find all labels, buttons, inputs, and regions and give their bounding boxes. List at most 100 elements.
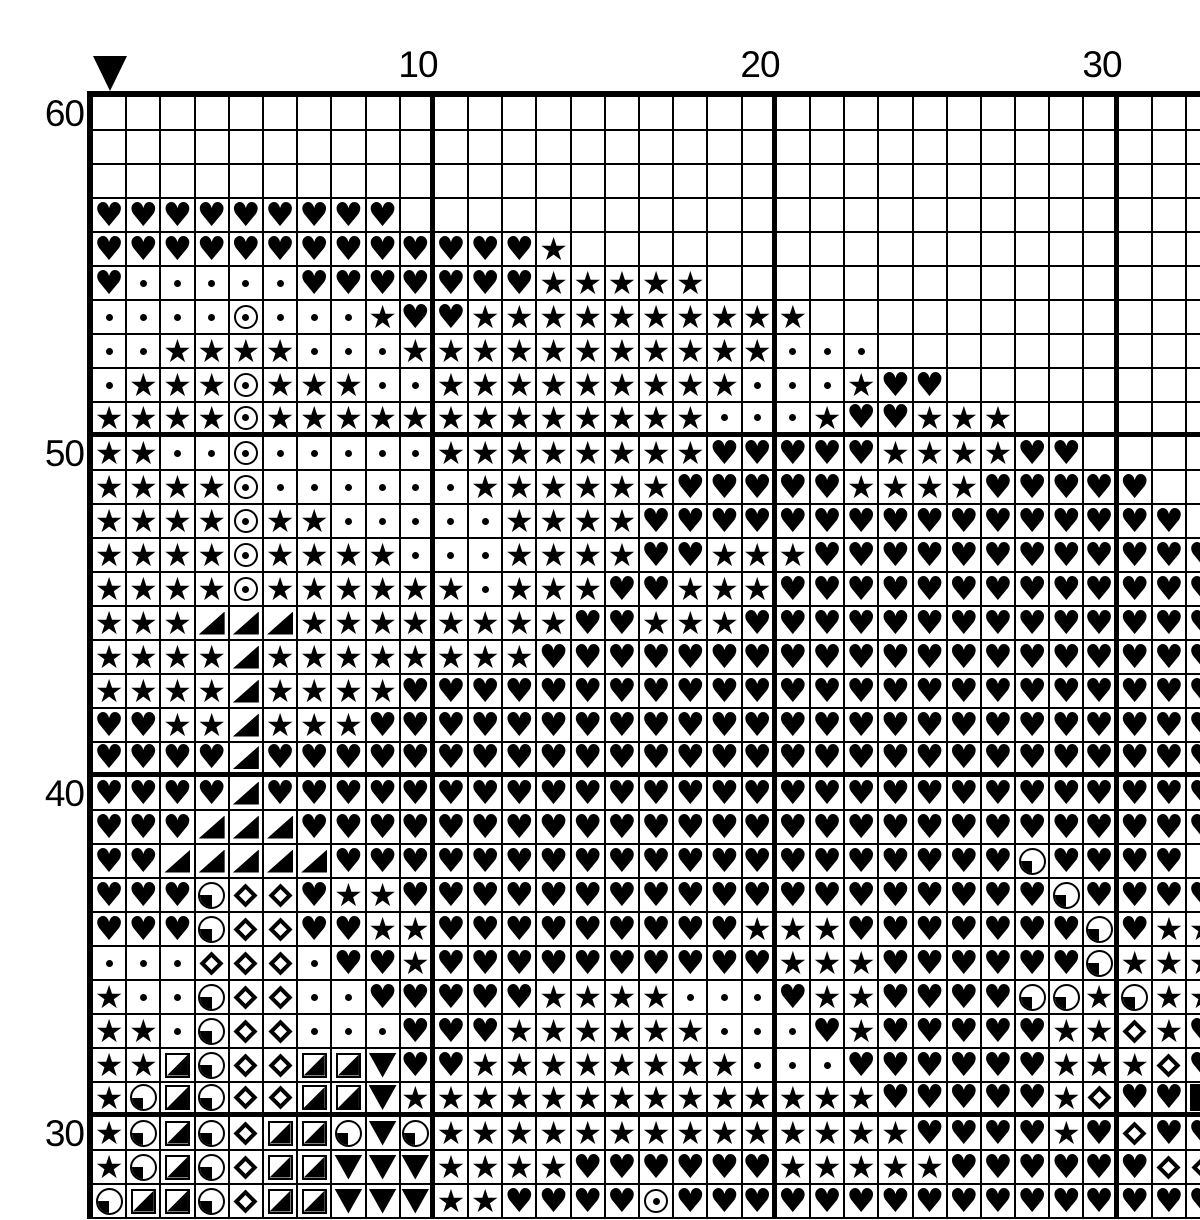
- grid-cell: ♥: [1152, 776, 1187, 811]
- heart-symbol: ♥: [846, 636, 877, 676]
- grid-cell: [913, 199, 948, 233]
- grid-cell: ♥: [571, 740, 606, 777]
- grid-cell: [263, 1151, 299, 1185]
- heart-symbol: ♥: [504, 976, 535, 1016]
- grid-cell: ♥: [674, 912, 709, 947]
- grid-cell: ♥: [947, 1184, 982, 1219]
- star-symbol: ★: [265, 502, 295, 540]
- heart-symbol: ♥: [914, 534, 945, 574]
- heart-symbol: ♥: [846, 534, 877, 574]
- heart-symbol: ♥: [607, 874, 637, 914]
- grid-cell: [469, 199, 504, 233]
- heart-symbol: ♥: [812, 737, 842, 776]
- grid-cell: ♥: [1152, 708, 1187, 743]
- heart-symbol: ♥: [641, 840, 671, 880]
- heart-symbol: ♥: [948, 976, 979, 1016]
- star-symbol: ★: [94, 570, 124, 608]
- grid-cell: ♥: [298, 232, 333, 267]
- heart-symbol: ♥: [812, 704, 842, 744]
- grid-cell: [879, 301, 914, 335]
- grid-cell: [640, 97, 675, 131]
- grid-cell: ★: [263, 675, 299, 709]
- star-symbol: ★: [675, 1012, 705, 1050]
- grid-cell: [195, 947, 230, 981]
- grid-cell: ★: [571, 301, 606, 335]
- heart-symbol: ♥: [162, 806, 193, 846]
- star-symbol: ★: [539, 1046, 568, 1084]
- grid-cell: [1084, 267, 1119, 301]
- dot-symbol: [720, 414, 728, 421]
- heart-symbol: ♥: [742, 704, 772, 744]
- grid-cell: [742, 165, 777, 199]
- grid-cell: [229, 539, 264, 573]
- heart-symbol: ♥: [778, 636, 808, 676]
- heart-symbol: ♥: [948, 636, 979, 676]
- grid-cell: [1187, 335, 1200, 369]
- grid-cell: [674, 97, 709, 131]
- grid-cell: [1016, 845, 1051, 879]
- dot-symbol: [276, 279, 284, 287]
- heart-symbol: ♥: [333, 228, 364, 268]
- heart-symbol: ♥: [504, 840, 535, 880]
- star-symbol: ★: [368, 672, 397, 710]
- grid-cell: ★: [400, 913, 435, 947]
- quarter-circle-symbol: [129, 1084, 157, 1111]
- grid-cell: [400, 437, 435, 471]
- star-symbol: ★: [436, 570, 466, 608]
- dot-symbol: [344, 993, 352, 1001]
- dot-symbol: [276, 483, 284, 491]
- quarter-circle-symbol: [198, 915, 226, 943]
- dot-symbol: [753, 993, 761, 1001]
- grid-cell: ♥: [810, 878, 846, 913]
- dot-symbol: [173, 279, 181, 287]
- heart-symbol: ♥: [1119, 602, 1150, 642]
- star-symbol: ★: [436, 434, 466, 472]
- grid-cell: ★: [674, 369, 709, 403]
- grid-cell: [229, 1151, 264, 1185]
- heart-symbol: ♥: [367, 840, 398, 880]
- heart-symbol: ♥: [572, 874, 603, 914]
- grid-cell: ★: [93, 607, 128, 641]
- heart-symbol: ♥: [1017, 806, 1047, 846]
- grid-cell: [298, 301, 333, 335]
- star-symbol: ★: [436, 1148, 466, 1186]
- heart-symbol: ♥: [94, 874, 124, 914]
- grid-cell: ★: [298, 675, 333, 709]
- grid-cell: ♥: [605, 776, 640, 811]
- grid-cell: [810, 233, 846, 267]
- grid-cell: ★: [708, 335, 743, 369]
- grid-cell: ★: [674, 335, 709, 369]
- star-symbol: ★: [742, 1114, 772, 1152]
- grid-cell: ★: [469, 1151, 504, 1185]
- grid-cell: ★: [332, 709, 367, 743]
- triangle-down-symbol: [368, 1052, 397, 1078]
- grid-cell: ★: [708, 301, 743, 335]
- grid-cell: [469, 573, 504, 607]
- grid-cell: ♥: [229, 228, 264, 268]
- grid-cell: [640, 1185, 675, 1219]
- star-symbol: ★: [265, 706, 295, 744]
- grid-cell: [810, 335, 846, 369]
- grid-cell: ♥: [503, 976, 538, 1016]
- quarter-circle-symbol: [198, 1187, 226, 1215]
- grid-cell: [674, 199, 709, 233]
- grid-cell: ♥: [1016, 776, 1051, 811]
- grid-cell: [571, 165, 606, 199]
- star-symbol: ★: [710, 570, 739, 608]
- grid-cell: ★: [366, 672, 401, 710]
- grid-cell: [195, 1083, 230, 1117]
- grid-cell: ♥: [845, 400, 880, 437]
- dot-symbol: [139, 959, 147, 967]
- heart-symbol: ♥: [641, 636, 671, 676]
- star-symbol: ★: [163, 672, 192, 710]
- grid-cell: ♥: [708, 844, 743, 879]
- star-symbol: ★: [94, 978, 124, 1016]
- heart-symbol: ♥: [231, 228, 261, 268]
- grid-cell: ♥: [947, 976, 982, 1016]
- grid-cell: ♥: [742, 946, 777, 981]
- dot-symbol: [379, 449, 387, 457]
- heart-symbol: ♥: [1084, 670, 1114, 710]
- grid-cell: [298, 165, 333, 199]
- grid-cell: ★: [93, 1117, 128, 1151]
- grid-cell: [1187, 233, 1200, 267]
